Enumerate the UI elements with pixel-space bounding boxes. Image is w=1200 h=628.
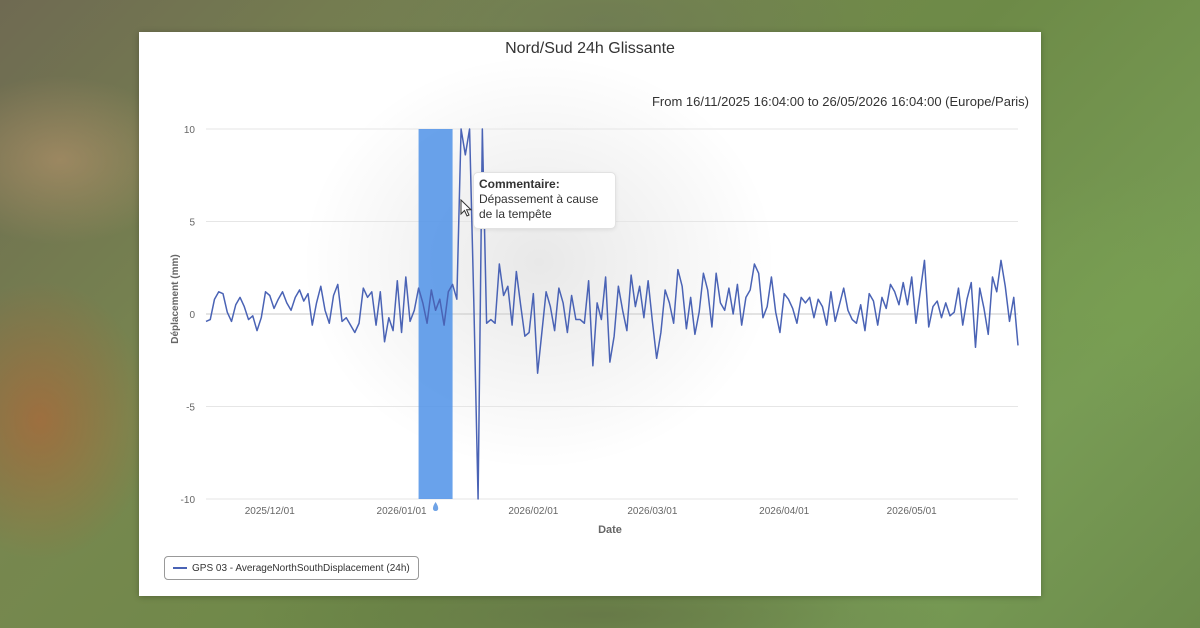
highlight-band[interactable] (418, 129, 453, 499)
y-tick-label: 10 (184, 125, 196, 136)
x-tick-label: 2026/05/01 (887, 506, 937, 517)
y-tick-label: -10 (181, 495, 196, 506)
x-tick-label: 2025/12/01 (245, 506, 295, 517)
x-tick-label: 2026/02/01 (508, 506, 558, 517)
legend-label: GPS 03 - AverageNorthSouthDisplacement (… (192, 562, 410, 574)
line-chart[interactable]: 10 5 0 -5 -10 2025/12/01 2026/01/01 2026/02/01… (139, 32, 1041, 596)
x-axis-label: Date (598, 524, 622, 536)
y-axis-label: Déplacement (mm) (170, 254, 181, 343)
x-tick-label: 2026/03/01 (627, 506, 677, 517)
mouse-cursor-icon (460, 199, 473, 217)
x-tick-label: 2026/01/01 (377, 506, 427, 517)
y-axis-ticks: 10 5 0 -5 -10 (181, 125, 196, 506)
y-tick-label: 5 (189, 218, 195, 229)
chart-card: Nord/Sud 24h Glissante From 16/11/2025 1… (139, 32, 1041, 596)
comment-marker-icon[interactable] (432, 502, 439, 511)
tooltip-text: Dépassement à cause de la tempête (479, 192, 599, 221)
date-range: From 16/11/2025 16:04:00 to 26/05/2026 1… (651, 94, 1029, 109)
series-line[interactable] (205, 128, 1019, 500)
series-layer (205, 128, 1019, 500)
x-axis-ticks: 2025/12/01 2026/01/01 2026/02/01 2026/03/01… (245, 506, 937, 517)
legend-swatch (173, 567, 187, 569)
tooltip-title: Commentaire: (479, 177, 560, 191)
x-tick-label: 2026/04/01 (759, 506, 809, 517)
comment-tooltip: Commentaire: Dépassement à cause de la t… (473, 172, 616, 229)
y-tick-label: -5 (186, 403, 195, 414)
y-tick-label: 0 (189, 310, 195, 321)
chart-title: Nord/Sud 24h Glissante (505, 40, 675, 57)
legend[interactable]: GPS 03 - AverageNorthSouthDisplacement (… (164, 556, 419, 580)
highlight-band-layer (418, 129, 453, 511)
